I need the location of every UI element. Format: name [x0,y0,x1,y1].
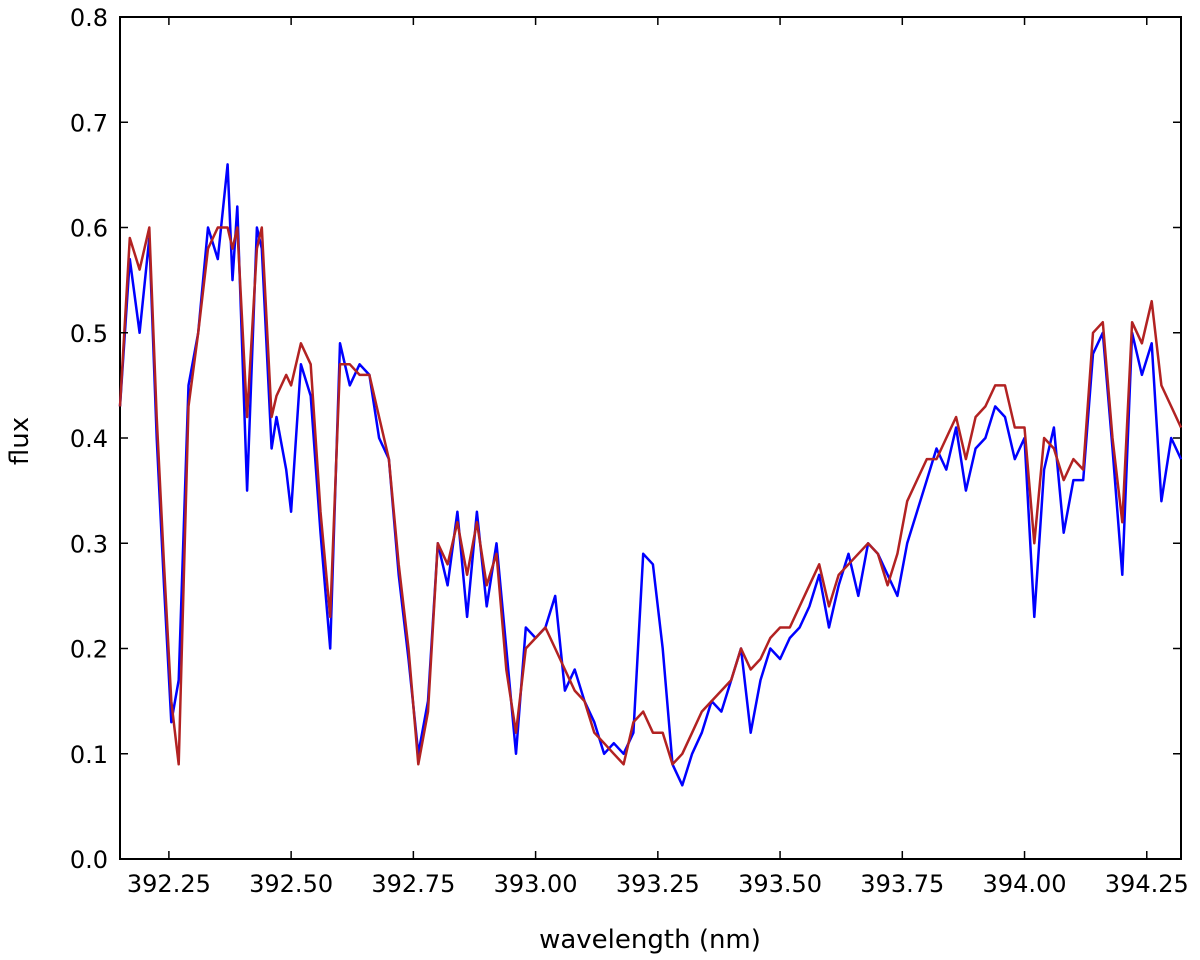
y-tick-label: 0.5 [70,320,108,348]
y-tick-label: 0.7 [70,109,108,137]
series-line-1 [118,163,1183,787]
y-tick-label: 0.1 [70,741,108,769]
x-axis-label: wavelength (nm) [539,925,761,955]
x-tick-label: 393.25 [616,870,700,898]
y-tick-label: 0.6 [70,215,108,243]
x-tick-label: 393.50 [738,870,822,898]
y-axis-label: flux [5,417,35,465]
y-tick-label: 0.4 [70,425,108,453]
x-tick-label: 393.00 [494,870,578,898]
y-tick-label: 0.8 [70,4,108,32]
y-tick-label: 0.2 [70,636,108,664]
x-tick-label: 392.25 [127,870,211,898]
x-tick-label: 394.25 [1105,870,1189,898]
x-tick-label: 392.75 [371,870,455,898]
series-layer [118,163,1183,787]
x-tick-label: 392.50 [249,870,333,898]
y-tick-label: 0.0 [70,846,108,874]
x-tick-label: 393.75 [860,870,944,898]
y-tick-label: 0.3 [70,530,108,558]
series-line-2 [118,226,1183,766]
y-axis-ticks: 0.0 0.1 0.2 0.3 0.4 0.5 0.6 0.7 0.8 [70,4,1181,874]
x-tick-label: 394.00 [983,870,1067,898]
x-axis-ticks: 392.25 392.50 392.75 393.00 393.25 393.50 393.… [127,17,1189,898]
